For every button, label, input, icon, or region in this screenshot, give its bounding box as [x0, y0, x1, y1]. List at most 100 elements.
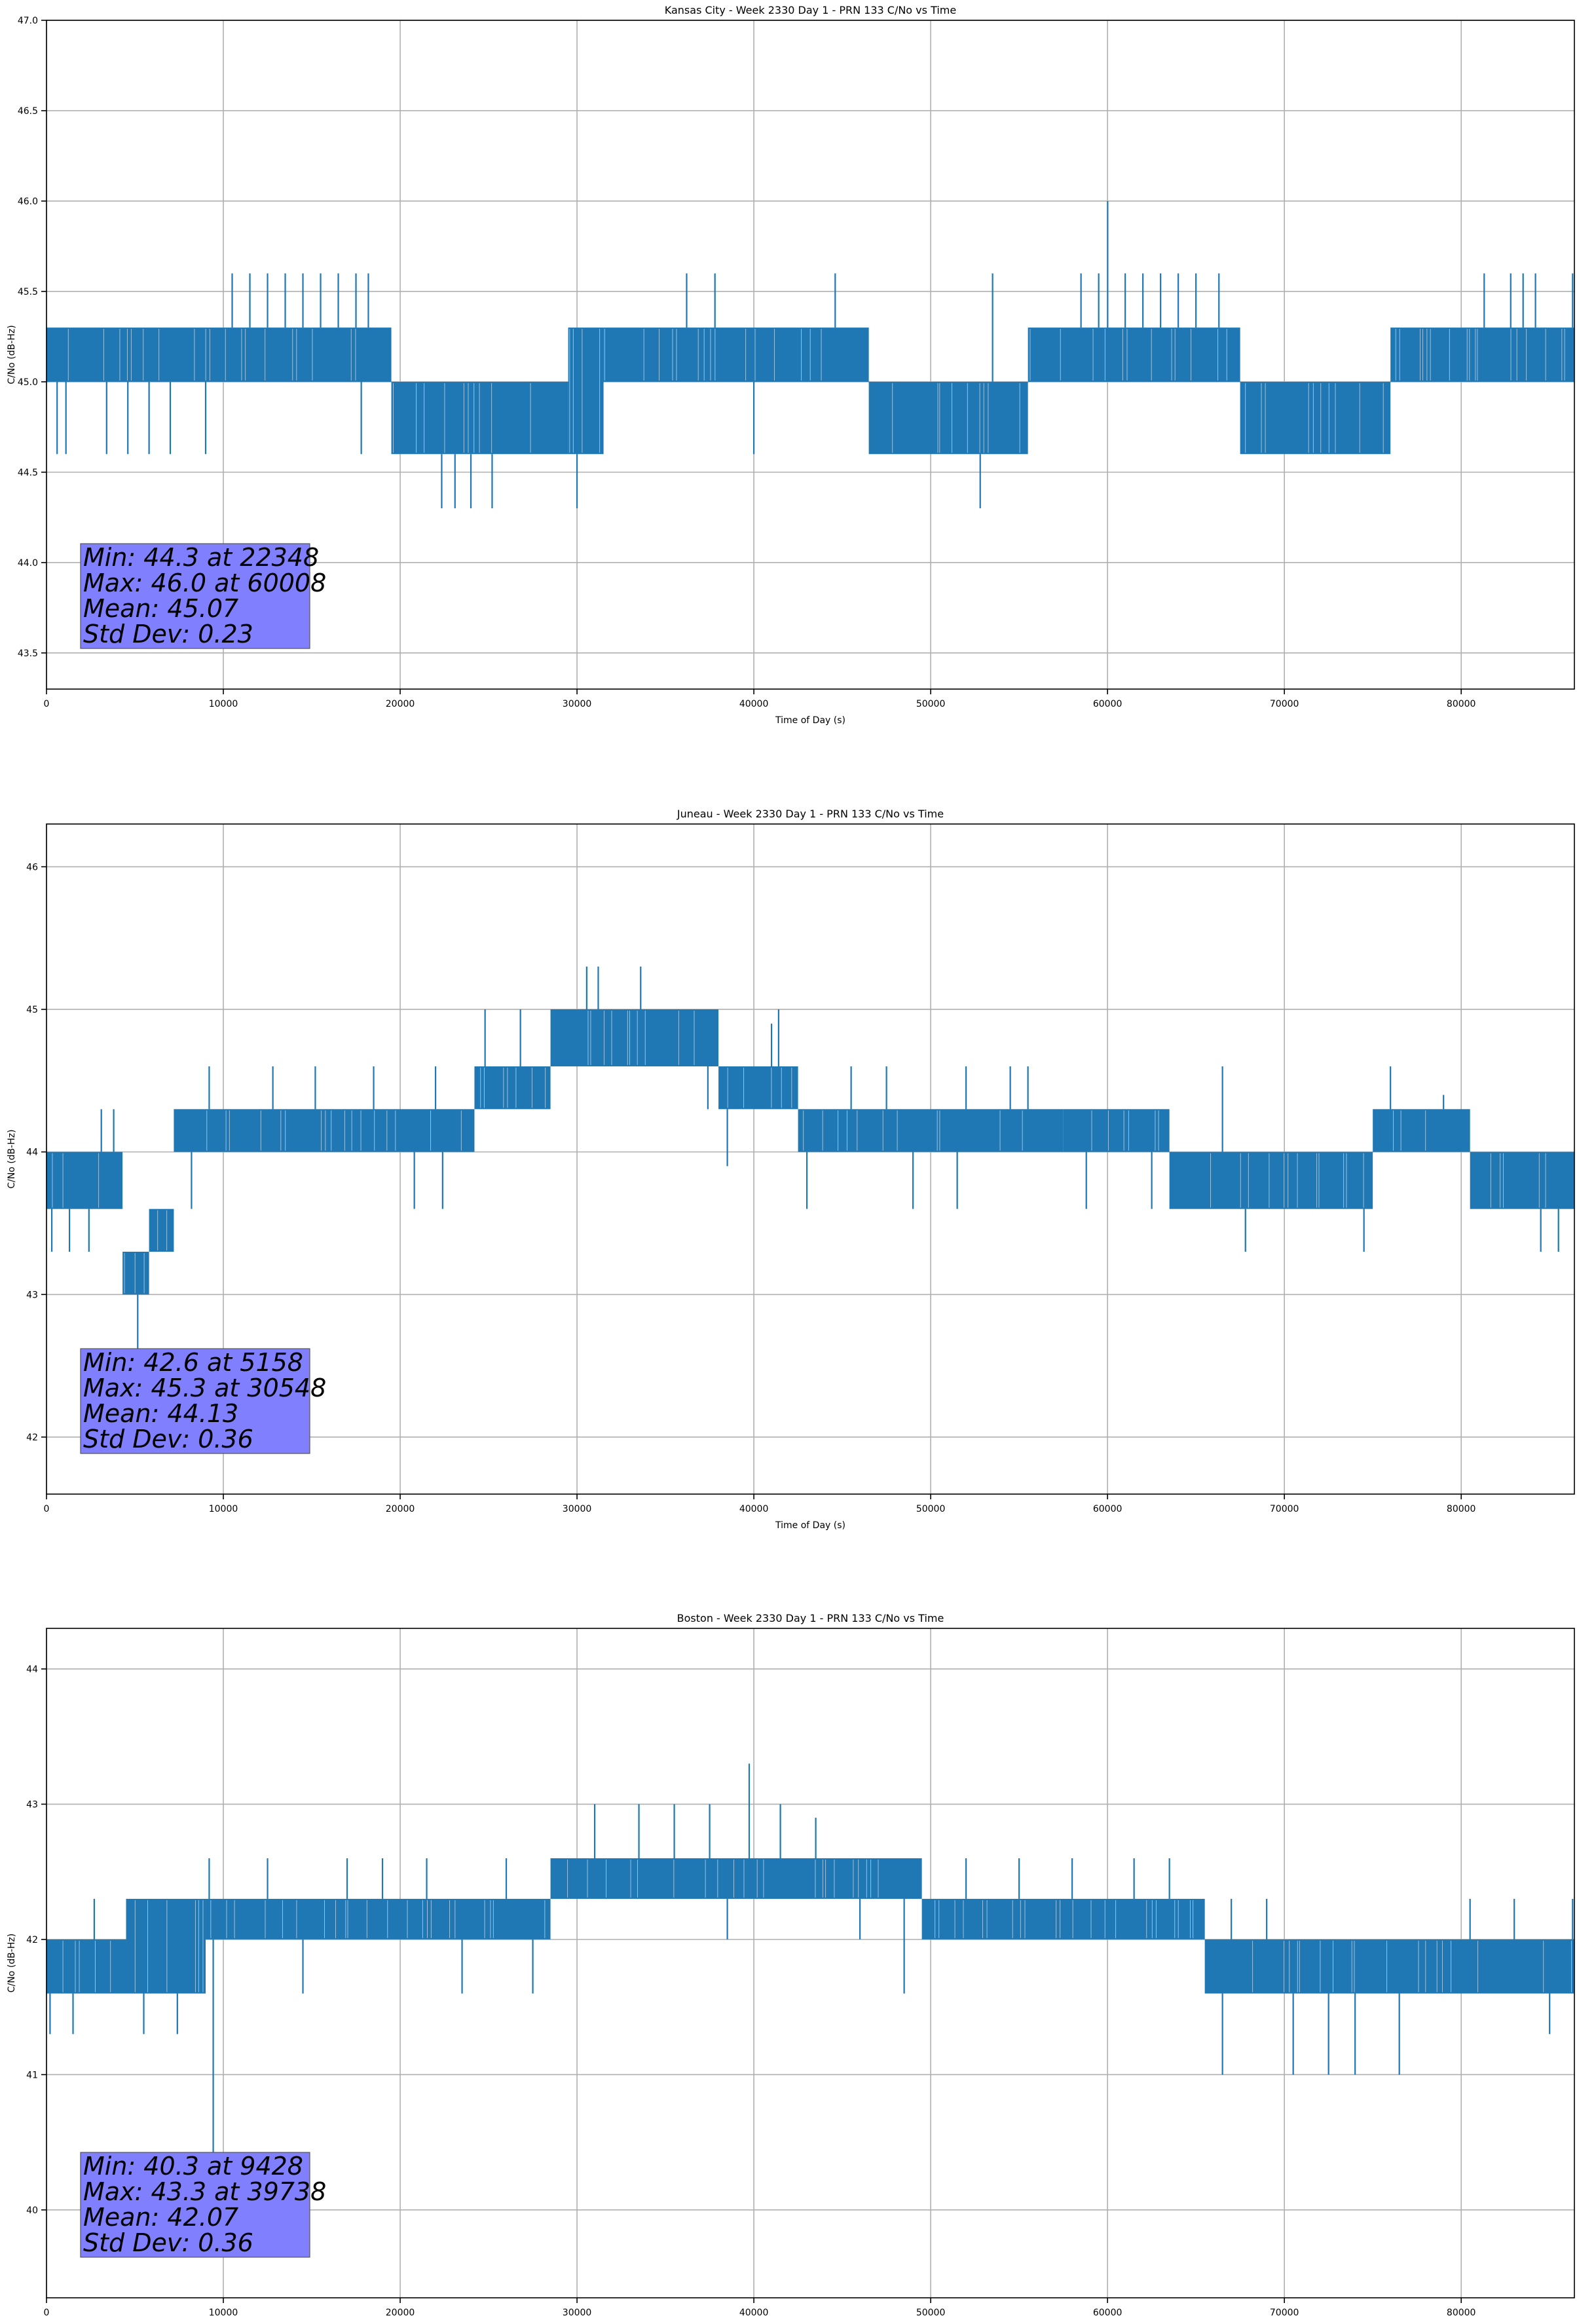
- data-band: [603, 328, 869, 382]
- data-band: [1204, 1939, 1574, 1994]
- x-tick-label: 0: [44, 1504, 50, 1514]
- y-tick-label: 44.0: [18, 558, 38, 569]
- x-tick-label: 40000: [739, 699, 769, 709]
- data-band: [1063, 1109, 1170, 1152]
- data-band: [1169, 1152, 1373, 1209]
- chart-0: 0 10000 20000 30000 40000 50000 60000 70000 8000…: [7, 4, 1575, 726]
- stats-line: Min: 40.3 at 9428: [83, 2152, 303, 2181]
- x-tick-label: 40000: [739, 2308, 769, 2318]
- x-tick-label: 50000: [916, 699, 946, 709]
- stats-box: [80, 2152, 310, 2258]
- data-band: [550, 1858, 922, 1899]
- data-band: [1373, 1109, 1470, 1152]
- x-tick-label: 30000: [563, 699, 592, 709]
- x-tick-label: 60000: [1093, 2308, 1122, 2318]
- data-band: [46, 1152, 123, 1209]
- stats-line: Min: 44.3 at 22348: [83, 543, 319, 572]
- y-tick-label: 45.0: [18, 377, 38, 388]
- x-axis-label: Time of Day (s): [775, 715, 845, 726]
- x-tick-label: 80000: [1447, 2308, 1476, 2318]
- x-tick-label: 30000: [563, 2308, 592, 2318]
- stats-line: Max: 46.0 at 60008: [83, 569, 326, 597]
- data-band: [122, 1251, 149, 1295]
- x-tick-label: 80000: [1447, 699, 1476, 709]
- y-tick-label: 40: [26, 2205, 38, 2216]
- series-line: [46, 1763, 1574, 2169]
- y-axis-label: C/No (dB-Hz): [7, 1129, 17, 1188]
- x-tick-label: 20000: [386, 2308, 415, 2318]
- y-tick-label: 46: [26, 862, 38, 872]
- data-band: [174, 1109, 475, 1152]
- data-band: [46, 1939, 126, 1994]
- data-band: [1390, 328, 1574, 382]
- x-tick-label: 10000: [209, 2308, 238, 2318]
- x-axis-label: Time of Day (s): [775, 1520, 845, 1531]
- data-band: [126, 1898, 206, 1994]
- data-band: [550, 1009, 719, 1067]
- y-tick-label: 45.5: [18, 287, 38, 297]
- plot-frame: [46, 1628, 1575, 2298]
- stats-line: Max: 45.3 at 30548: [83, 1374, 326, 1402]
- chart-title: Kansas City - Week 2330 Day 1 - PRN 133 …: [665, 4, 956, 16]
- y-tick-label: 43: [26, 1799, 38, 1810]
- chart-2: 0 10000 20000 30000 40000 50000 60000 70000 8000…: [7, 1612, 1575, 2318]
- y-tick-label: 45: [26, 1005, 38, 1015]
- chart-1: 0 10000 20000 30000 40000 50000 60000 70000 8000…: [7, 808, 1575, 1531]
- x-tick-label: 20000: [386, 699, 415, 709]
- data-band: [798, 1109, 1064, 1152]
- x-tick-label: 80000: [1447, 1504, 1476, 1514]
- x-tick-label: 0: [44, 2308, 50, 2318]
- stats-line: Std Dev: 0.23: [83, 620, 253, 648]
- data-band: [868, 381, 1028, 455]
- y-tick-label: 41: [26, 2070, 38, 2080]
- y-tick-label: 44.5: [18, 468, 38, 478]
- x-tick-label: 60000: [1093, 699, 1122, 709]
- x-tick-label: 0: [44, 699, 50, 709]
- y-tick-label: 46.0: [18, 197, 38, 207]
- y-tick-label: 46.5: [18, 106, 38, 117]
- data-band: [568, 328, 604, 455]
- data-band: [921, 1898, 1205, 1940]
- data-band: [474, 1066, 551, 1110]
- x-tick-label: 10000: [209, 699, 238, 709]
- stats-box: [80, 1348, 310, 1454]
- x-tick-label: 70000: [1270, 2308, 1299, 2318]
- data-band: [46, 328, 392, 382]
- x-tick-label: 20000: [386, 1504, 415, 1514]
- data-band: [1028, 328, 1240, 382]
- y-tick-label: 43: [26, 1290, 38, 1300]
- plot-frame: [46, 823, 1575, 1495]
- x-tick-label: 70000: [1270, 1504, 1299, 1514]
- x-tick-label: 70000: [1270, 699, 1299, 709]
- stats-line: Mean: 42.07: [83, 2203, 238, 2232]
- y-tick-label: 43.5: [18, 648, 38, 659]
- stats-line: Max: 43.3 at 39738: [83, 2177, 326, 2206]
- plot-frame: [46, 20, 1575, 690]
- series-line: [46, 200, 1574, 509]
- y-axis-label: C/No (dB-Hz): [7, 1934, 17, 1993]
- y-tick-label: 42: [26, 1935, 38, 1945]
- stats-line: Mean: 44.13: [83, 1399, 238, 1428]
- y-axis-label: C/No (dB-Hz): [7, 325, 17, 384]
- chart-title: Juneau - Week 2330 Day 1 - PRN 133 C/No …: [677, 808, 944, 820]
- stats-line: Min: 42.6 at 5158: [83, 1348, 303, 1377]
- data-band: [1470, 1152, 1574, 1209]
- y-tick-label: 44: [26, 1148, 38, 1158]
- x-tick-label: 60000: [1093, 1504, 1122, 1514]
- y-tick-label: 44: [26, 1664, 38, 1675]
- data-band: [149, 1209, 174, 1252]
- data-band: [1240, 381, 1391, 455]
- y-tick-label: 47.0: [18, 16, 38, 26]
- x-tick-label: 30000: [563, 1504, 592, 1514]
- stats-box: [80, 543, 310, 649]
- chart-title: Boston - Week 2330 Day 1 - PRN 133 C/No …: [677, 1612, 944, 1624]
- series-line: [46, 966, 1574, 1352]
- x-tick-label: 40000: [739, 1504, 769, 1514]
- x-tick-label: 10000: [209, 1504, 238, 1514]
- stats-line: Std Dev: 0.36: [83, 1425, 253, 1453]
- y-tick-label: 42: [26, 1433, 38, 1443]
- data-band: [718, 1066, 798, 1110]
- data-band: [206, 1898, 551, 1940]
- stats-line: Std Dev: 0.36: [83, 2228, 253, 2257]
